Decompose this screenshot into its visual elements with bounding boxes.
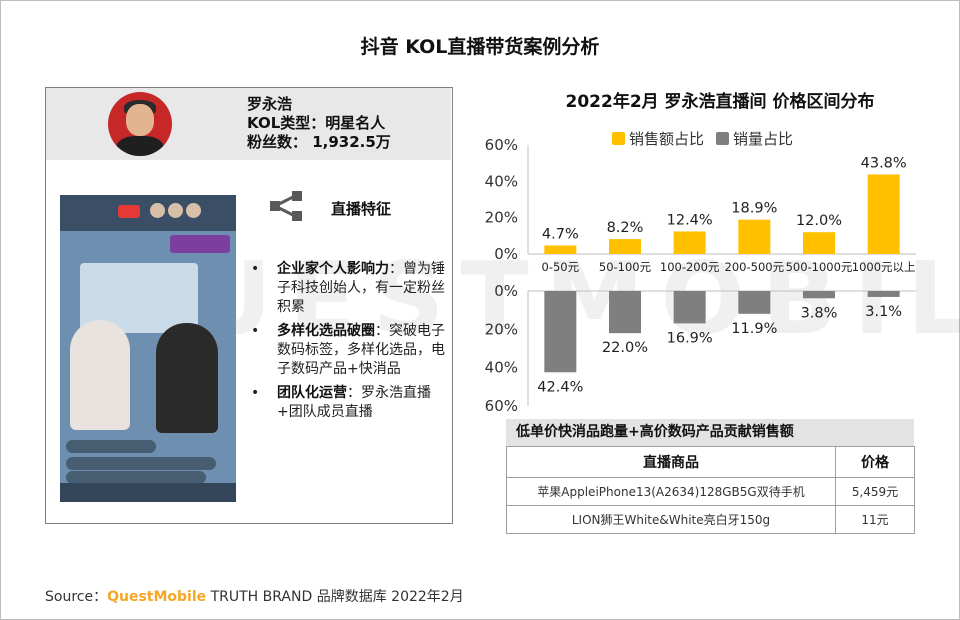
volume-data-label: 42.4% — [537, 379, 583, 395]
sales-bar — [738, 219, 771, 254]
sales-bar — [803, 232, 835, 254]
price-range-chart: 0% 20% 40% 60% 0% 20% 40% 60% 4.7% 0-50元 42.4% 8.2%… — [485, 136, 916, 415]
goods-table: 直播商品 价格 苹果AppleiPhone13(A2634)128GB5G双待手… — [506, 446, 915, 534]
volume-bar — [867, 291, 900, 297]
feature-item: 多样化选品破圈：突破电子数码标签，多样化选品，电子数码产品+快消品 — [251, 322, 446, 379]
lower-y-tick-label: 0% — [494, 282, 518, 300]
upper-y-tick-label: 40% — [485, 172, 518, 190]
table-cell: LION狮王White&White亮白牙150g — [506, 505, 836, 534]
upper-y-tick-label: 20% — [485, 209, 518, 227]
x-tick-label: 200-500元 — [725, 260, 785, 274]
lower-y-tick-label: 60% — [485, 397, 518, 415]
feature-title: 直播特征 — [331, 200, 392, 218]
table-header: 直播商品 — [506, 446, 836, 478]
lower-y-tick-label: 40% — [485, 359, 518, 377]
volume-data-label: 22.0% — [602, 340, 648, 356]
page-title: 抖音 KOL直播带货案例分析 — [360, 36, 600, 58]
volume-bar — [609, 291, 641, 334]
table-cell: 11元 — [835, 505, 915, 534]
kol-type: KOL类型：明星名人 — [247, 114, 386, 132]
upper-y-tick-label: 60% — [485, 136, 518, 154]
table-row: 苹果AppleiPhone13(A2634)128GB5G双待手机 5,459元 — [506, 477, 915, 506]
volume-bar — [803, 291, 835, 299]
sales-data-label: 43.8% — [861, 155, 907, 171]
volume-data-label: 11.9% — [731, 321, 777, 337]
sales-bar — [609, 239, 641, 254]
livestream-screenshot — [60, 195, 236, 502]
source-note: Source：QuestMobile TRUTH BRAND 品牌数据库 202… — [45, 589, 464, 605]
kol-avatar — [108, 92, 172, 156]
feature-item: 企业家个人影响力：曾为锤子科技创始人，有一定粉丝积累 — [251, 260, 446, 317]
source-brand: QuestMobile — [107, 589, 207, 605]
table-title: 低单价快消品跑量+高价数码产品贡献销售额 — [506, 419, 914, 446]
upper-y-tick-label: 0% — [494, 245, 518, 263]
legend-swatch-volume — [716, 132, 730, 145]
legend-item-volume: 销量占比 — [716, 128, 793, 149]
sales-data-label: 18.9% — [731, 201, 777, 217]
share-network-icon — [270, 191, 302, 221]
legend-item-sales: 销售额占比 — [612, 128, 704, 149]
volume-data-label: 16.9% — [667, 330, 713, 346]
feature-list: 企业家个人影响力：曾为锤子科技创始人，有一定粉丝积累 多样化选品破圈：突破电子数… — [251, 260, 446, 427]
table-header-row: 直播商品 价格 — [506, 446, 915, 478]
x-tick-label: 50-100元 — [599, 260, 652, 274]
sales-bar — [544, 245, 577, 254]
lower-y-tick-label: 20% — [485, 320, 518, 338]
x-tick-label: 100-200元 — [660, 260, 720, 274]
volume-bar — [738, 291, 771, 314]
legend-swatch-sales — [612, 132, 625, 145]
volume-data-label: 3.1% — [865, 304, 902, 320]
sales-data-label: 4.7% — [542, 226, 579, 242]
x-tick-label: 1000元以上 — [852, 260, 916, 274]
table-row: LION狮王White&White亮白牙150g 11元 — [506, 505, 915, 534]
volume-data-label: 3.8% — [801, 305, 838, 321]
x-tick-label: 0-50元 — [542, 260, 580, 274]
kol-fans: 粉丝数： 1,932.5万 — [247, 133, 391, 151]
feature-item: 团队化运营：罗永浩直播+团队成员直播 — [251, 384, 446, 422]
chart-legend: 销售额占比 销量占比 — [612, 128, 793, 149]
volume-bar — [673, 291, 706, 324]
x-tick-label: 500-1000元 — [786, 260, 853, 274]
kol-info: 罗永浩 KOL类型：明星名人 粉丝数： 1,932.5万 — [247, 95, 391, 152]
table-cell: 苹果AppleiPhone13(A2634)128GB5G双待手机 — [506, 477, 836, 506]
volume-bar — [544, 291, 577, 373]
table-cell: 5,459元 — [835, 477, 915, 506]
kol-header: 罗永浩 KOL类型：明星名人 粉丝数： 1,932.5万 — [46, 88, 451, 160]
sales-bar — [673, 231, 706, 254]
sales-bar — [867, 174, 900, 254]
kol-card: 罗永浩 KOL类型：明星名人 粉丝数： 1,932.5万 直播特征 企业家个人影… — [45, 87, 453, 524]
sales-data-label: 12.4% — [667, 212, 713, 228]
chart-title: 2022年2月 罗永浩直播间 价格区间分布 — [565, 92, 875, 112]
sales-data-label: 12.0% — [796, 213, 842, 229]
table-header: 价格 — [835, 446, 915, 478]
sales-data-label: 8.2% — [607, 220, 644, 236]
kol-name: 罗永浩 — [247, 95, 293, 113]
